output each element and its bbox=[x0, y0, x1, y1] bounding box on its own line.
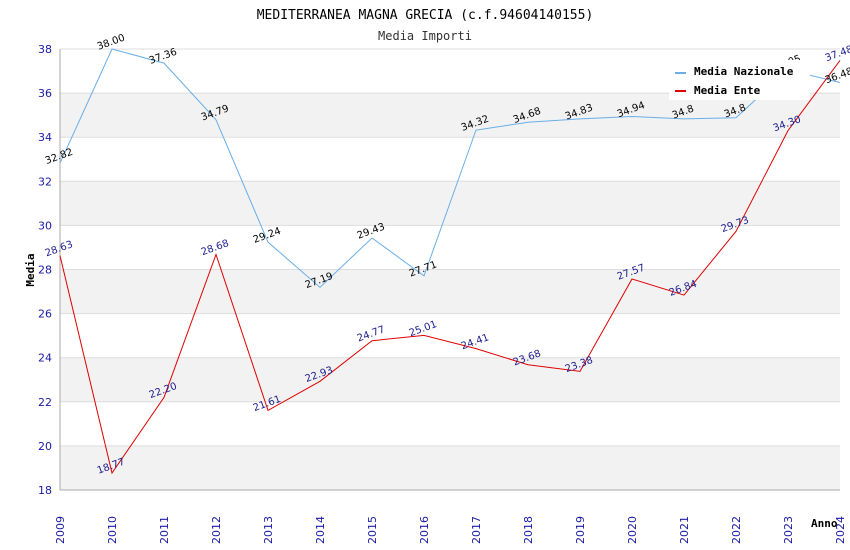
x-tick-label: 2015 bbox=[366, 516, 379, 544]
y-tick-labels: 18 20 22 24 26 28 30 32 34 36 38 bbox=[38, 43, 52, 497]
x-axis-label: Anno bbox=[811, 517, 838, 530]
legend-label-nazionale: Media Nazionale bbox=[694, 65, 794, 78]
x-tick-labels: 2009 2010 2011 2012 2013 2014 2015 2016 2017 2018… bbox=[54, 516, 847, 544]
plot-band bbox=[60, 401, 840, 446]
y-tick-label: 38 bbox=[38, 43, 52, 56]
y-axis-label: Media bbox=[24, 253, 37, 286]
plot-band bbox=[60, 357, 840, 402]
x-tick-label: 2020 bbox=[626, 516, 639, 544]
y-tick-label: 34 bbox=[38, 131, 52, 144]
y-tick-label: 18 bbox=[38, 484, 52, 497]
y-tick-label: 20 bbox=[38, 440, 52, 453]
y-tick-label: 30 bbox=[38, 219, 52, 232]
plot-band bbox=[60, 313, 840, 358]
plot-band bbox=[60, 225, 840, 270]
x-tick-label: 2019 bbox=[574, 516, 587, 544]
series-lines bbox=[59, 48, 841, 475]
plot-band bbox=[60, 445, 840, 490]
x-tick-label: 2009 bbox=[54, 516, 67, 544]
plot-background-bands bbox=[60, 49, 840, 490]
x-tick-label: 2024 bbox=[834, 516, 847, 544]
legend-label-ente: Media Ente bbox=[694, 84, 761, 97]
x-tick-label: 2021 bbox=[678, 516, 691, 544]
series-line-nazionale bbox=[59, 48, 841, 289]
y-tick-label: 36 bbox=[38, 87, 52, 100]
y-tick-label: 22 bbox=[38, 396, 52, 409]
x-tick-label: 2011 bbox=[158, 516, 171, 544]
plot-band bbox=[60, 269, 840, 314]
series-line-ente bbox=[59, 60, 841, 475]
x-tick-label: 2022 bbox=[730, 516, 743, 544]
x-tick-label: 2016 bbox=[418, 516, 431, 544]
legend-box bbox=[669, 60, 810, 100]
x-tick-label: 2023 bbox=[782, 516, 795, 544]
x-tick-label: 2017 bbox=[470, 516, 483, 544]
plot-band bbox=[60, 93, 840, 138]
x-tick-label: 2018 bbox=[522, 516, 535, 544]
y-tick-label: 28 bbox=[38, 264, 52, 277]
y-tick-label: 24 bbox=[38, 352, 52, 365]
chart-subtitle: Media Importi bbox=[378, 29, 472, 43]
x-tick-label: 2012 bbox=[210, 516, 223, 544]
x-tick-label: 2010 bbox=[106, 516, 119, 544]
plot-band bbox=[60, 137, 840, 182]
x-tick-label: 2013 bbox=[262, 516, 275, 544]
chart-title: MEDITERRANEA MAGNA GRECIA (c.f.946041401… bbox=[257, 8, 594, 23]
y-tick-label: 26 bbox=[38, 308, 52, 321]
y-tick-label: 32 bbox=[38, 175, 52, 188]
legend: Media Nazionale Media Ente bbox=[669, 60, 810, 100]
x-tick-label: 2014 bbox=[314, 516, 327, 544]
